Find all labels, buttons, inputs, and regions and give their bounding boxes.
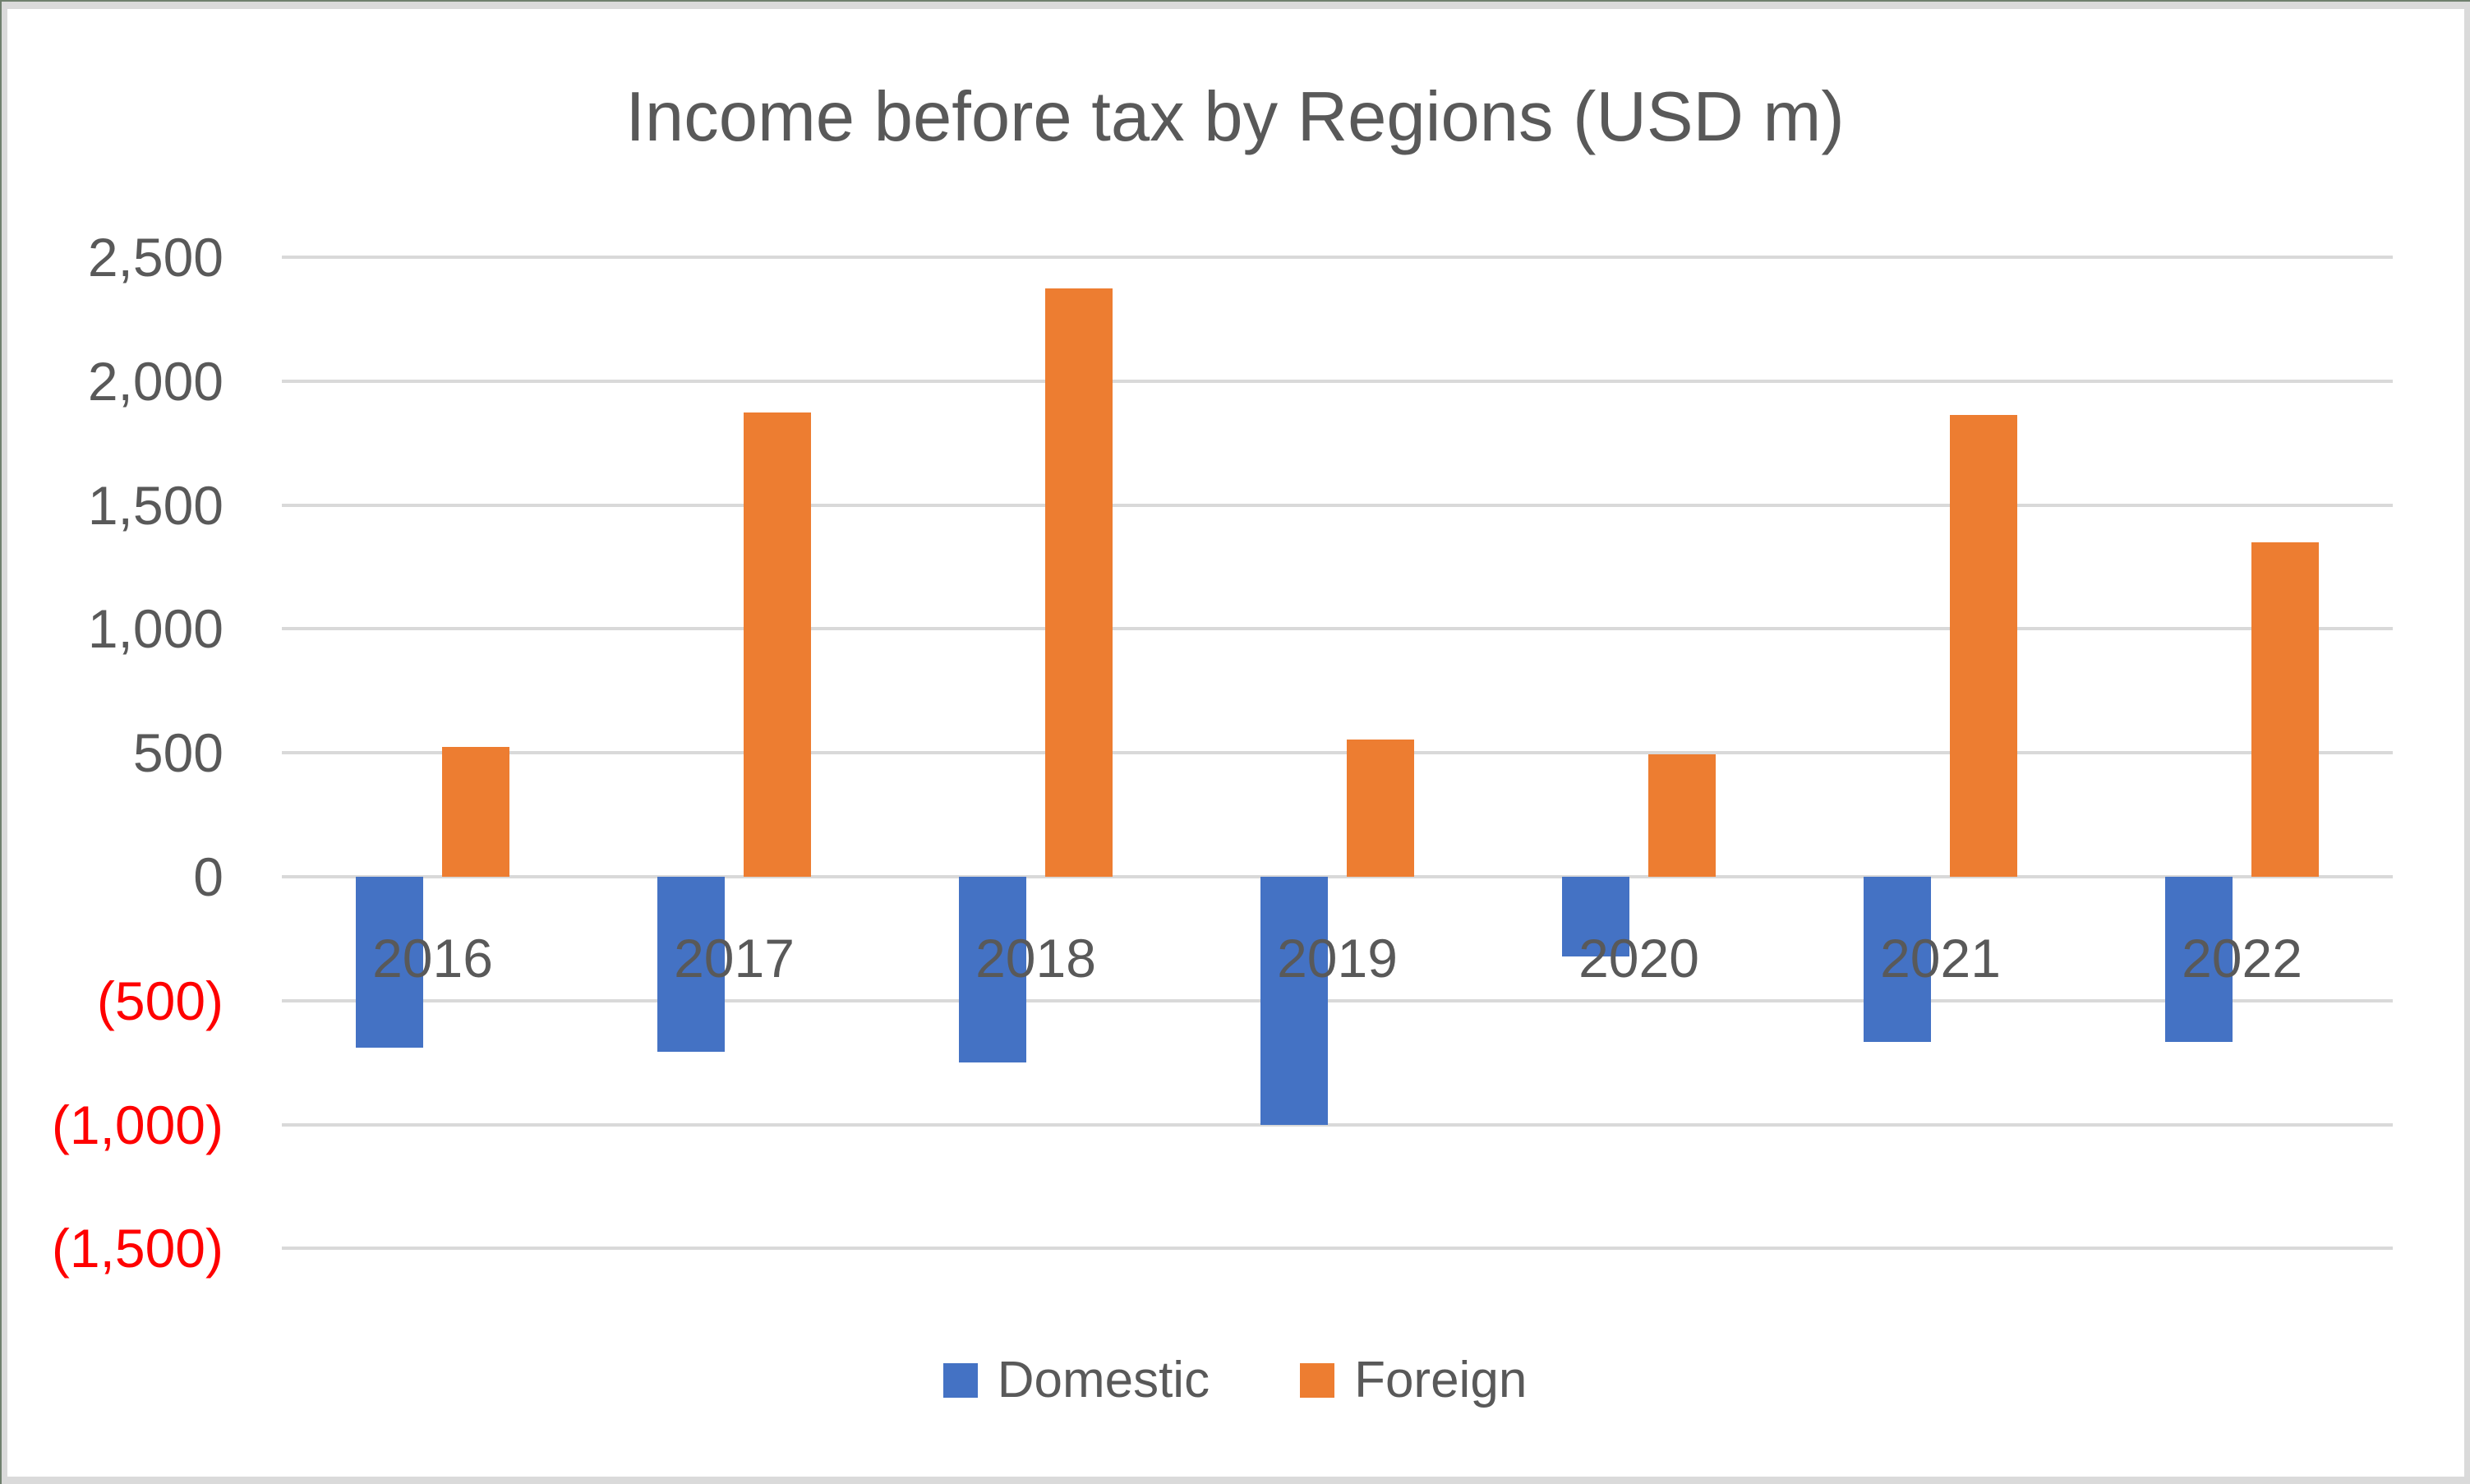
legend-label: Foreign bbox=[1354, 1352, 1528, 1408]
x-axis-year-label: 2022 bbox=[2182, 928, 2302, 989]
bar-domestic-2017[interactable] bbox=[657, 877, 725, 1052]
legend-marker-foreign bbox=[1300, 1363, 1335, 1398]
x-axis-year-label: 2018 bbox=[975, 928, 1096, 989]
bar-foreign-2021[interactable] bbox=[1950, 414, 2017, 877]
y-axis-tick-label: (1,000) bbox=[51, 1094, 223, 1155]
gridline bbox=[282, 1247, 2393, 1251]
legend-label: Domestic bbox=[997, 1352, 1210, 1408]
bar-foreign-2017[interactable] bbox=[744, 412, 811, 877]
x-axis-year-label: 2017 bbox=[674, 928, 795, 989]
chart-canvas bbox=[7, 9, 2464, 1477]
bar-foreign-2018[interactable] bbox=[1045, 288, 1113, 877]
gridline bbox=[282, 503, 2393, 507]
y-axis-tick-label: (500) bbox=[96, 970, 223, 1031]
bar-foreign-2022[interactable] bbox=[2251, 542, 2319, 877]
gridline bbox=[282, 379, 2393, 383]
y-axis-tick-label: 500 bbox=[132, 722, 223, 784]
x-axis-year-label: 2021 bbox=[1880, 928, 2001, 989]
bar-foreign-2019[interactable] bbox=[1347, 739, 1414, 877]
bar-domestic-2018[interactable] bbox=[959, 877, 1026, 1063]
bar-domestic-2019[interactable] bbox=[1260, 877, 1328, 1125]
y-axis-tick-label: 2,500 bbox=[87, 227, 223, 288]
bar-domestic-2021[interactable] bbox=[1864, 877, 1931, 1042]
x-axis-year-label: 2019 bbox=[1277, 928, 1398, 989]
bar-foreign-2020[interactable] bbox=[1648, 754, 1716, 877]
x-axis-year-label: 2016 bbox=[372, 928, 493, 989]
legend-item-foreign[interactable]: Foreign bbox=[1300, 1348, 1527, 1413]
gridline bbox=[282, 875, 2393, 878]
gridline bbox=[282, 256, 2393, 259]
y-axis-tick-label: 0 bbox=[193, 846, 223, 907]
legend-item-domestic[interactable]: Domestic bbox=[942, 1348, 1210, 1413]
gridline bbox=[282, 998, 2393, 1002]
gridline bbox=[282, 1122, 2393, 1127]
y-axis-tick-label: (1,500) bbox=[51, 1218, 223, 1279]
bar-foreign-2016[interactable] bbox=[442, 746, 509, 877]
y-axis-tick-label: 1,500 bbox=[87, 474, 223, 536]
y-axis-tick-label: 2,000 bbox=[87, 350, 223, 412]
legend-marker-domestic bbox=[942, 1363, 978, 1398]
y-axis-tick-label: 1,000 bbox=[87, 598, 223, 660]
legend: Domestic Foreign bbox=[0, 1348, 2470, 1413]
gridline bbox=[282, 751, 2393, 755]
bar-domestic-2016[interactable] bbox=[356, 877, 423, 1048]
bar-domestic-2022[interactable] bbox=[2165, 877, 2233, 1042]
gridline bbox=[282, 627, 2393, 631]
bar-domestic-2020[interactable] bbox=[1562, 877, 1629, 956]
chart-title: Income before tax by Regions (USD m) bbox=[625, 78, 1845, 156]
x-axis-year-label: 2020 bbox=[1578, 928, 1699, 989]
